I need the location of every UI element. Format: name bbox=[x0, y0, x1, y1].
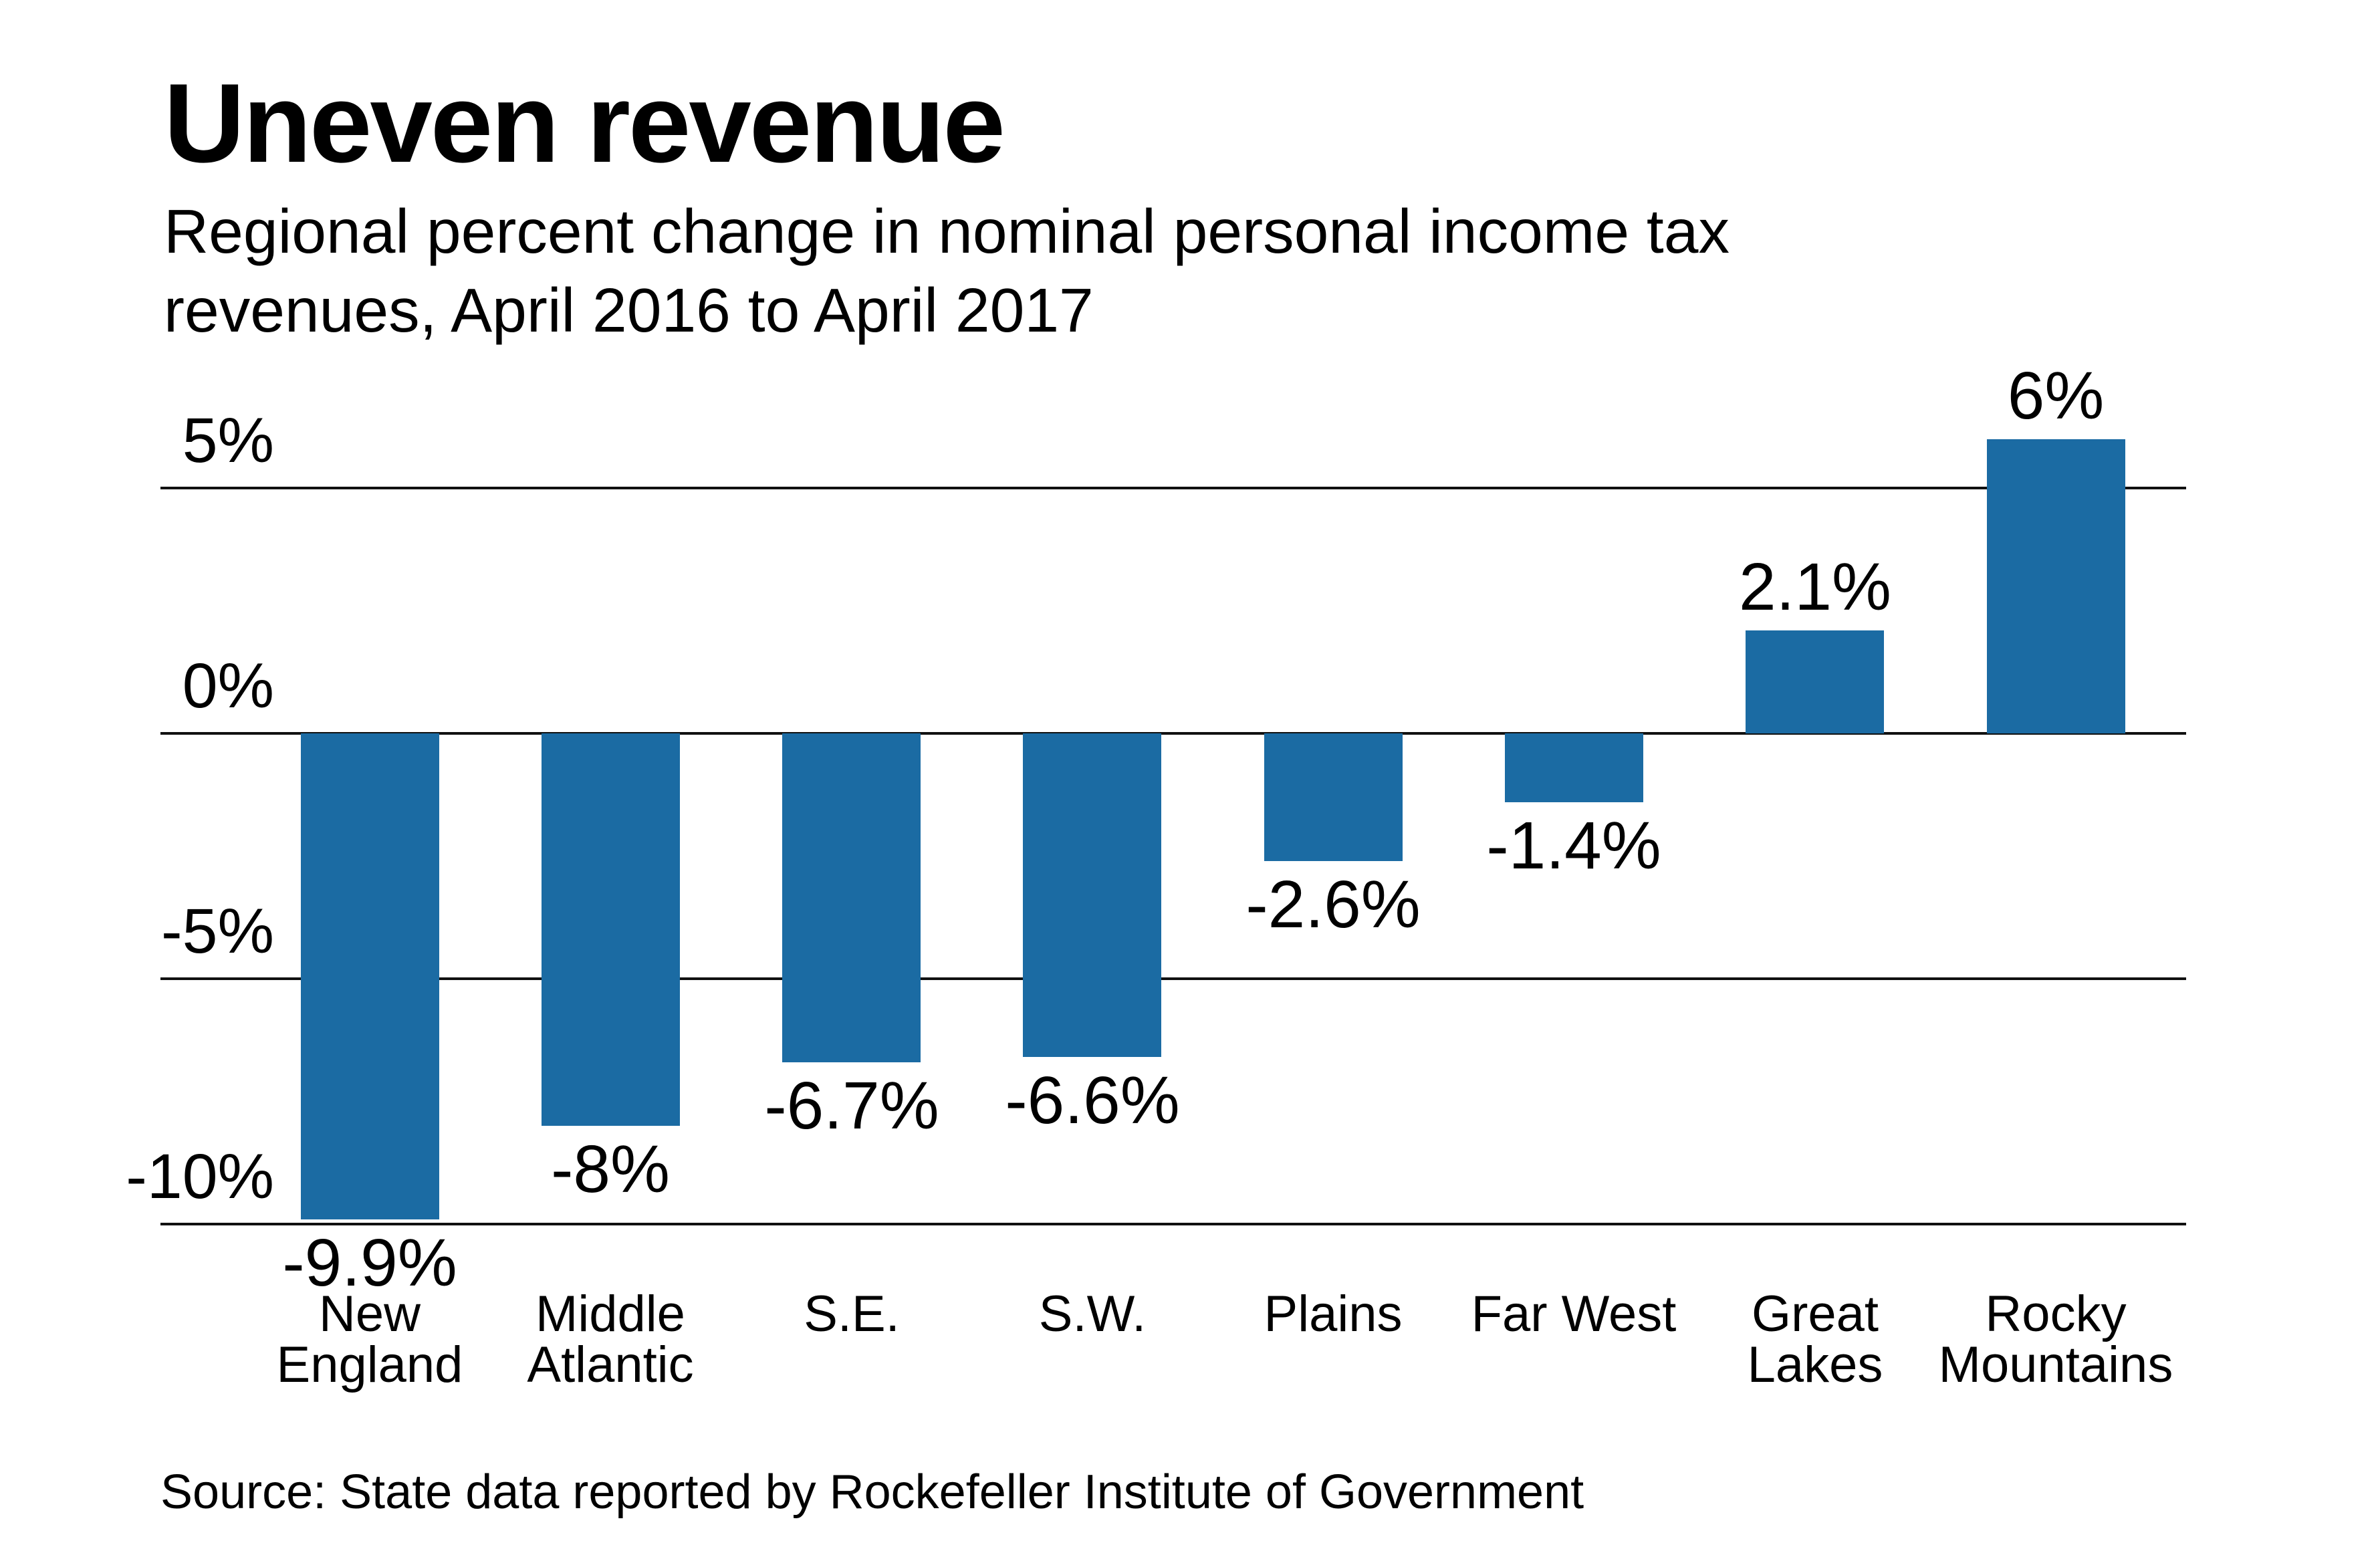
source-attribution: Source: State data reported by Rockefell… bbox=[160, 1465, 1584, 1519]
x-axis-category-label: S.E. bbox=[804, 1286, 900, 1342]
x-axis-category-label: Middle Atlantic bbox=[527, 1286, 694, 1393]
chart-subtitle-line-2: revenues, April 2016 to April 2017 bbox=[164, 275, 1094, 345]
value-label: -1.4% bbox=[1486, 808, 1661, 883]
x-axis-category-label: Far West bbox=[1471, 1286, 1677, 1342]
bar-rocky-mountains bbox=[1987, 439, 2125, 733]
value-label: -2.6% bbox=[1245, 867, 1421, 942]
gridline--5% bbox=[160, 977, 2186, 980]
x-axis-category-label: New England bbox=[276, 1286, 463, 1393]
value-label: -8% bbox=[551, 1132, 670, 1207]
bar-middle-atlantic bbox=[542, 733, 680, 1126]
y-axis-tick-label: 5% bbox=[182, 405, 274, 476]
bar-great-lakes bbox=[1746, 630, 1884, 733]
gridline--10% bbox=[160, 1223, 2186, 1225]
y-axis-tick-label: -10% bbox=[126, 1141, 274, 1212]
chart-subtitle-line-1: Regional percent change in nominal perso… bbox=[164, 197, 1730, 266]
bar-far-west bbox=[1505, 733, 1643, 802]
x-axis-category-label: S.W. bbox=[1038, 1286, 1147, 1342]
chart-subtitle: Regional percent change in nominal perso… bbox=[164, 192, 1730, 350]
x-axis-category-label: Plains bbox=[1264, 1286, 1403, 1342]
bar-s-w- bbox=[1023, 733, 1161, 1057]
bar-new-england bbox=[301, 733, 439, 1219]
value-label: -6.7% bbox=[764, 1068, 939, 1143]
value-label: -6.6% bbox=[1005, 1063, 1180, 1138]
value-label: 6% bbox=[2007, 358, 2105, 433]
gridline-0% bbox=[160, 732, 2186, 735]
value-label: 2.1% bbox=[1739, 550, 1891, 624]
y-axis-tick-label: -5% bbox=[161, 896, 274, 967]
x-axis-category-label: Rocky Mountains bbox=[1938, 1286, 2173, 1393]
y-axis-tick-label: 0% bbox=[182, 650, 274, 721]
x-axis-category-label: Great Lakes bbox=[1747, 1286, 1883, 1393]
value-label: -9.9% bbox=[282, 1225, 457, 1300]
bar-plains bbox=[1264, 733, 1403, 861]
bar-s-e- bbox=[782, 733, 921, 1062]
gridline-5% bbox=[160, 487, 2186, 489]
page-title: Uneven revenue bbox=[164, 60, 1005, 186]
